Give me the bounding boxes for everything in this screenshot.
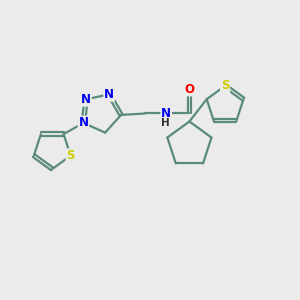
Text: N: N xyxy=(81,93,91,106)
Text: S: S xyxy=(66,149,75,162)
Text: H: H xyxy=(161,118,170,128)
Text: N: N xyxy=(161,107,171,120)
Text: N: N xyxy=(104,88,114,101)
Text: N: N xyxy=(79,116,88,130)
Text: S: S xyxy=(221,79,229,92)
Text: O: O xyxy=(184,82,194,96)
